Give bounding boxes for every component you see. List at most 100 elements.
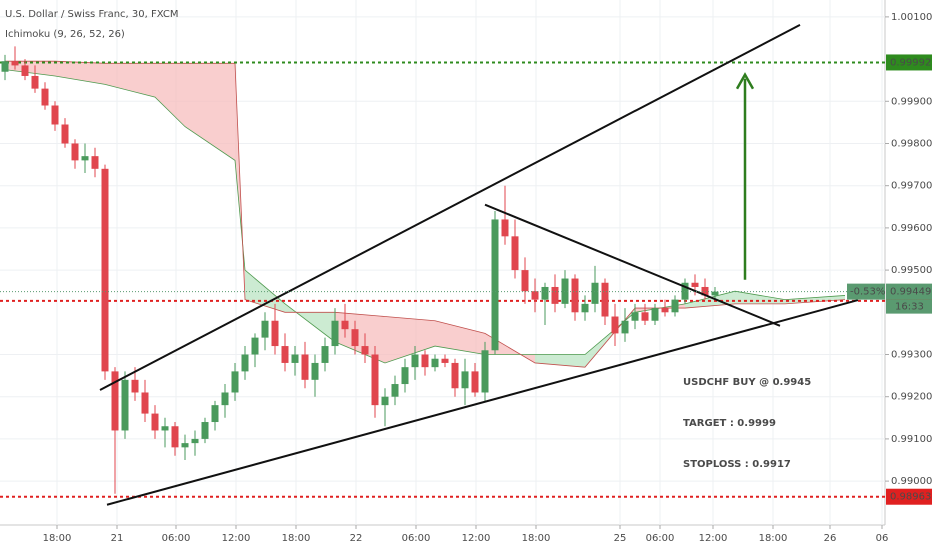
candle-body [381, 396, 389, 406]
change-label: -0.53% [850, 287, 885, 298]
cloud-line [4, 69, 846, 364]
annotation: TARGET : 0.9999 [683, 418, 776, 429]
y-tick-label: 0.99300 [891, 350, 932, 361]
arrow-head [735, 72, 755, 90]
trendline [484, 203, 781, 327]
candle-body [391, 384, 399, 397]
cloud-segment [105, 63, 155, 98]
candle-body [91, 156, 99, 169]
candle-body [41, 88, 49, 106]
candle-body [161, 426, 169, 431]
candle-body [21, 65, 29, 76]
last-price-label: 0.99449 [890, 287, 931, 298]
cloud-segment [735, 291, 785, 304]
x-tick-label: 12:00 [222, 533, 251, 544]
candle-body [301, 354, 309, 380]
x-tick-label: 18:00 [759, 533, 788, 544]
last-price-bg [886, 283, 932, 300]
x-tick-label: 22 [350, 533, 363, 544]
candle-body [231, 371, 239, 393]
cloud-segment [535, 354, 585, 368]
candle-body [531, 291, 539, 300]
candle-body [31, 75, 39, 89]
x-tick-label: 06 [876, 533, 889, 544]
chart-title: U.S. Dollar / Swiss Franc, 30, FXCM [5, 9, 178, 20]
cloud-segment [185, 63, 235, 161]
trendline [99, 24, 801, 391]
cloud-line [5, 60, 846, 368]
candle-body [151, 413, 159, 431]
candle-body [621, 320, 629, 334]
candle-body [521, 270, 529, 292]
candle-body [611, 316, 619, 334]
price-label-bg [886, 488, 932, 505]
candle-body [491, 219, 499, 351]
x-tick-label: 12:00 [699, 533, 728, 544]
candle-body [591, 282, 599, 304]
candle-body [351, 329, 359, 347]
candle-body [221, 392, 229, 406]
candle-body [471, 371, 479, 393]
candle-body [171, 426, 179, 448]
y-tick-label: 0.99800 [891, 138, 932, 149]
y-tick-label: 0.99600 [891, 223, 932, 234]
candle-body [321, 346, 329, 363]
candle-body [641, 312, 649, 321]
trendline [106, 299, 859, 506]
candle-body [361, 346, 369, 355]
change-bg [847, 283, 885, 300]
candle-body [141, 392, 149, 414]
x-tick-label: 06:00 [402, 533, 431, 544]
x-tick-label: 25 [614, 533, 627, 544]
candle-body [421, 354, 429, 368]
cloud-segment [435, 320, 485, 355]
cloud-segment [685, 291, 735, 309]
candle-body [101, 168, 109, 372]
candle-body [671, 299, 679, 313]
cloud-segment [55, 61, 105, 85]
candle-body [291, 354, 299, 363]
cloud-segment [155, 63, 185, 127]
annotation: STOPLOSS : 0.9917 [683, 459, 791, 470]
candle-body [461, 371, 469, 389]
candle-body [541, 286, 549, 300]
candle-body [211, 405, 219, 423]
x-tick-label: 26 [824, 533, 837, 544]
candle-body [201, 422, 209, 439]
candle-body [441, 358, 449, 363]
y-tick-label: 0.99000 [891, 476, 932, 487]
candle-body [341, 320, 349, 330]
y-tick-label: 0.99900 [891, 96, 932, 107]
candle-body [121, 379, 129, 431]
candle-body [411, 354, 419, 368]
candle-body [481, 350, 489, 393]
candle-body [631, 312, 639, 321]
countdown-bg [886, 299, 932, 314]
x-tick-label: 06:00 [162, 533, 191, 544]
candle-body [281, 346, 289, 363]
price-label: 0.98963 [890, 492, 931, 503]
candle-body [451, 362, 459, 389]
candle-body [71, 143, 79, 161]
candle-body [181, 443, 189, 448]
cloud-segment [385, 316, 435, 363]
candle-body [601, 282, 609, 317]
x-tick-label: 06:00 [646, 533, 675, 544]
candle-body [251, 337, 259, 355]
x-tick-label: 18:00 [43, 533, 72, 544]
y-tick-label: 0.99100 [891, 434, 932, 445]
candle-body [51, 105, 59, 125]
y-tick-label: 0.99200 [891, 392, 932, 403]
y-tick-label: 1.00100 [891, 12, 932, 23]
candle-body [241, 354, 249, 372]
candle-body [581, 303, 589, 313]
x-tick-label: 12:00 [462, 533, 491, 544]
candle-body [1, 61, 9, 72]
candle-body [11, 61, 19, 66]
candle-body [191, 438, 199, 444]
price-label-bg [886, 54, 932, 71]
x-tick-label: 21 [111, 533, 124, 544]
x-tick-label: 18:00 [282, 533, 311, 544]
candle-body [431, 358, 439, 368]
